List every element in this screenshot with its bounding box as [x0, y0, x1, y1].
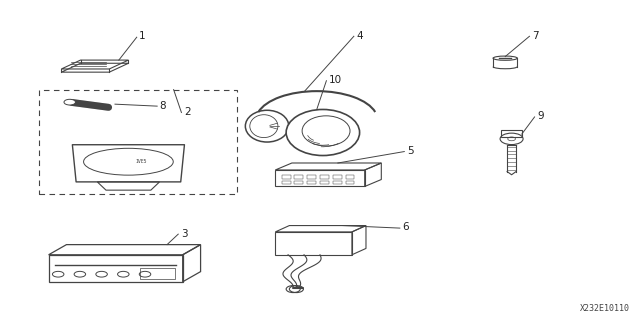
Text: 10: 10	[329, 75, 342, 85]
Text: 2: 2	[184, 107, 191, 117]
Text: 3: 3	[180, 228, 188, 239]
Circle shape	[64, 99, 76, 105]
Text: 8: 8	[160, 100, 166, 110]
Text: 7: 7	[532, 31, 539, 41]
Text: IVE5: IVE5	[136, 159, 147, 164]
Text: 4: 4	[356, 31, 363, 41]
Text: 5: 5	[407, 146, 413, 156]
Text: 6: 6	[403, 222, 409, 233]
Text: X232E10110: X232E10110	[580, 304, 630, 313]
Ellipse shape	[286, 109, 360, 156]
Text: 9: 9	[537, 111, 544, 121]
Text: 1: 1	[139, 31, 145, 41]
